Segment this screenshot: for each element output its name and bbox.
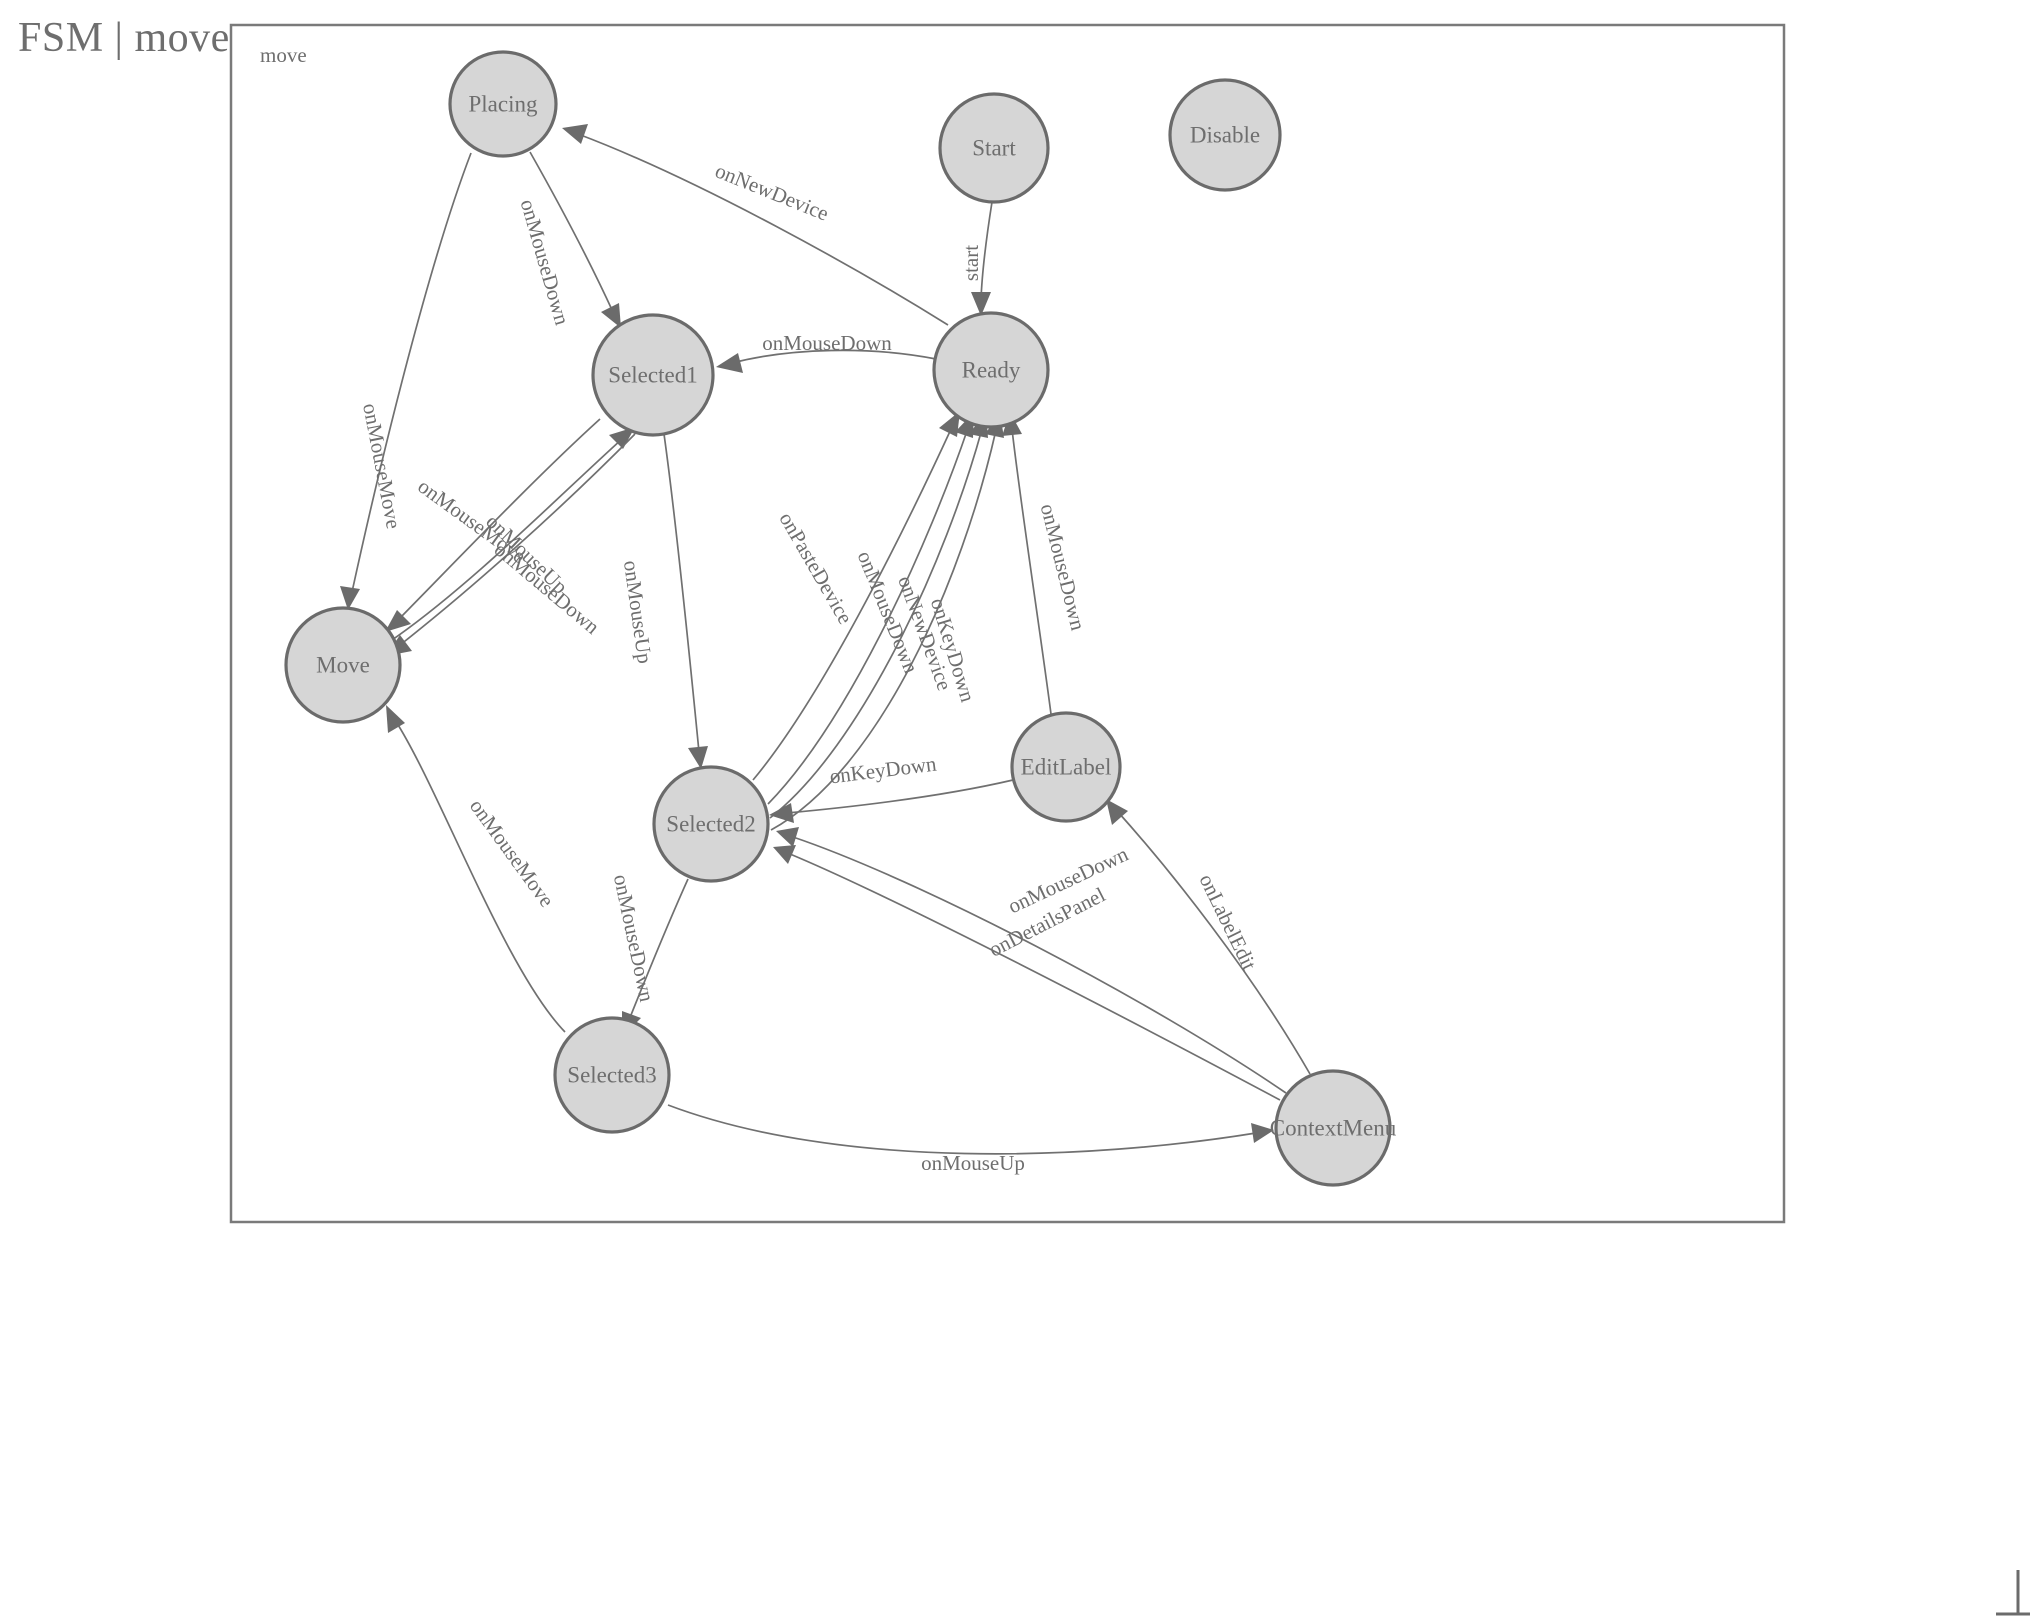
state-label-editlabel: EditLabel (1021, 755, 1112, 780)
cluster-box (229, 23, 1786, 1224)
edge-label-on-mouse-up-s3-ctx: onMouseUp (921, 1151, 1025, 1175)
state-node-ready[interactable]: Ready (932, 311, 1050, 429)
state-node-move[interactable]: Move (284, 606, 402, 724)
state-label-disable: Disable (1190, 123, 1260, 148)
node-layer: Placing Start Disable Selected1 Ready Mo (284, 50, 1397, 1187)
state-node-selected1[interactable]: Selected1 (591, 313, 715, 437)
state-node-start[interactable]: Start (938, 92, 1050, 204)
corner-resize-mark (1996, 1570, 2030, 1616)
state-label-ready: Ready (962, 358, 1021, 383)
state-label-contextmenu: ContextMenu (1270, 1116, 1397, 1141)
state-node-selected3[interactable]: Selected3 (553, 1016, 671, 1134)
page-title: FSM | move (18, 15, 230, 61)
edge-start-ready[interactable]: start (959, 201, 993, 316)
state-node-selected2[interactable]: Selected2 (652, 765, 770, 883)
edge-label-start: start (959, 245, 983, 281)
edge-selected3-contextmenu[interactable]: onMouseUp (667, 1104, 1274, 1175)
state-node-editlabel[interactable]: EditLabel (1010, 711, 1122, 823)
state-label-start: Start (972, 136, 1016, 161)
edge-label-on-mouse-down-ready-s1: onMouseDown (762, 331, 892, 355)
state-node-contextmenu[interactable]: ContextMenu (1270, 1069, 1397, 1187)
edge-ready-selected1[interactable]: onMouseDown (716, 331, 937, 373)
state-node-disable[interactable]: Disable (1168, 78, 1282, 192)
state-label-placing: Placing (469, 92, 538, 117)
state-label-move: Move (316, 653, 370, 678)
state-label-selected1: Selected1 (608, 363, 697, 388)
cluster-label: move (260, 43, 307, 67)
state-label-selected3: Selected3 (567, 1063, 656, 1088)
state-label-selected2: Selected2 (666, 812, 755, 837)
state-node-placing[interactable]: Placing (448, 50, 558, 158)
